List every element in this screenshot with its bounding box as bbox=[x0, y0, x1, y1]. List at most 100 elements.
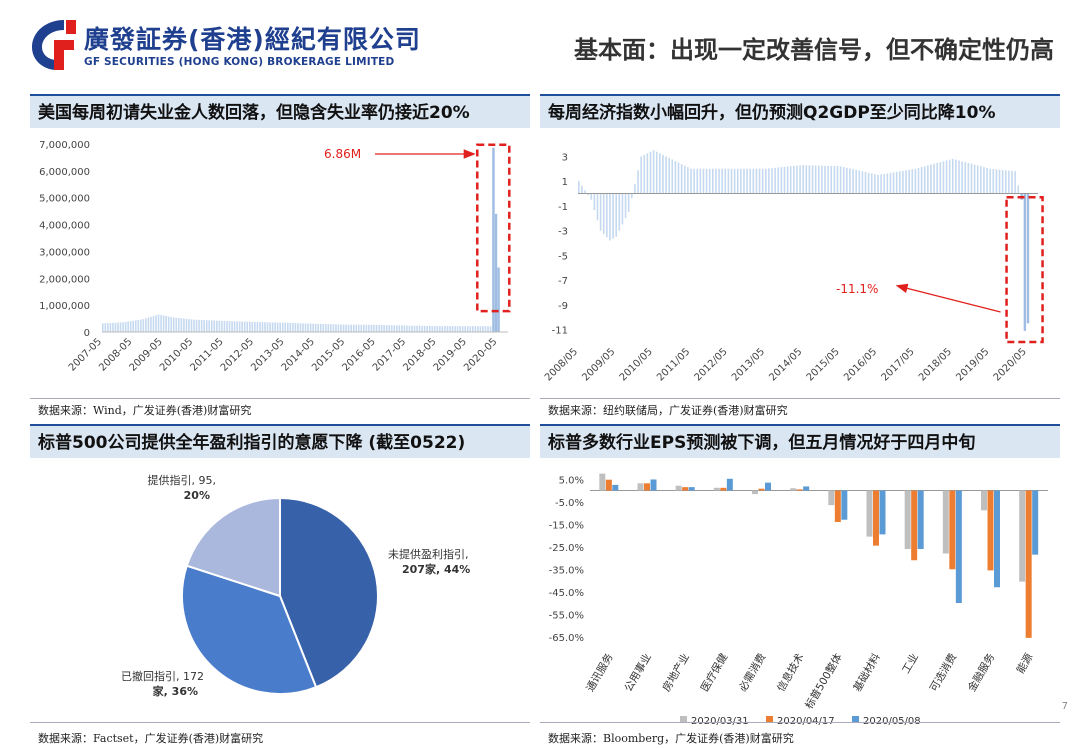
data-bar bbox=[634, 184, 636, 194]
data-bar bbox=[411, 325, 413, 332]
data-bar bbox=[385, 325, 388, 332]
legend-swatch bbox=[766, 716, 773, 723]
data-bar bbox=[363, 324, 365, 332]
data-bar bbox=[879, 490, 886, 535]
data-bar bbox=[332, 324, 335, 332]
y-tick-label: -1 bbox=[558, 202, 568, 213]
data-bar bbox=[786, 166, 789, 194]
data-bar bbox=[172, 317, 175, 332]
data-bar bbox=[134, 320, 137, 332]
data-bar bbox=[1014, 171, 1016, 194]
data-bar bbox=[886, 173, 889, 194]
data-bar bbox=[365, 324, 368, 332]
legend-label: 2020/05/08 bbox=[863, 716, 921, 727]
data-bar bbox=[254, 321, 256, 332]
data-bar bbox=[157, 314, 160, 332]
data-bar bbox=[955, 490, 962, 603]
data-bar bbox=[852, 169, 854, 194]
data-bar bbox=[357, 324, 360, 332]
data-bar bbox=[132, 320, 135, 332]
data-bar bbox=[889, 172, 892, 194]
data-bar bbox=[461, 326, 464, 332]
data-bar bbox=[261, 322, 264, 332]
data-bar bbox=[911, 169, 914, 194]
data-bar bbox=[223, 320, 226, 332]
data-bar bbox=[771, 168, 773, 194]
data-bar bbox=[864, 172, 867, 194]
data-bar bbox=[936, 162, 939, 194]
data-bar bbox=[129, 321, 132, 332]
data-bar bbox=[643, 154, 646, 194]
x-tick-label: 2010/05 bbox=[618, 346, 655, 383]
data-bar bbox=[596, 193, 599, 221]
data-bar bbox=[758, 488, 765, 491]
data-bar bbox=[808, 165, 811, 194]
data-bar bbox=[780, 167, 783, 194]
x-tick-label: 2014/05 bbox=[767, 346, 804, 383]
data-bar bbox=[271, 322, 274, 332]
data-bar bbox=[836, 166, 839, 194]
data-bar bbox=[590, 193, 593, 200]
panel-title: 美国每周初请失业金人数回落，但隐含失业率仍接近20% bbox=[30, 94, 530, 128]
data-bar bbox=[690, 168, 692, 194]
data-bar bbox=[665, 156, 667, 194]
data-bar bbox=[866, 490, 873, 537]
data-bar bbox=[987, 490, 994, 571]
data-bar bbox=[489, 326, 492, 332]
data-bar bbox=[274, 322, 276, 332]
y-tick-label: -65.0% bbox=[549, 633, 584, 644]
data-bar bbox=[1017, 185, 1020, 194]
data-bar bbox=[949, 490, 956, 570]
data-bar bbox=[961, 161, 963, 194]
data-bar bbox=[817, 165, 820, 194]
data-bar bbox=[325, 324, 327, 332]
data-bar bbox=[160, 315, 162, 332]
data-bar bbox=[718, 168, 720, 194]
x-tick-label: 2017/05 bbox=[880, 346, 917, 383]
category-label: 标普500整体 bbox=[802, 651, 845, 712]
gf-logo-icon bbox=[32, 20, 76, 70]
data-bar bbox=[114, 322, 117, 332]
data-bar bbox=[335, 324, 337, 332]
data-bar bbox=[200, 319, 203, 332]
data-bar bbox=[599, 473, 606, 491]
data-bar bbox=[284, 322, 287, 332]
data-bar bbox=[165, 316, 167, 332]
data-bar bbox=[973, 164, 976, 194]
annotation-arrow bbox=[895, 283, 1001, 313]
data-bar bbox=[299, 323, 302, 332]
data-bar bbox=[221, 320, 223, 332]
data-bar bbox=[226, 321, 228, 332]
data-bar bbox=[482, 326, 484, 332]
category-label: 金融服务 bbox=[965, 651, 998, 694]
data-bar bbox=[312, 323, 314, 332]
data-bar bbox=[677, 162, 680, 194]
panel-jobless-claims: 美国每周初请失业金人数回落，但隐含失业率仍接近20% 0 1,000,000 2,0… bbox=[30, 94, 530, 419]
data-bar bbox=[902, 170, 904, 194]
pie-slice bbox=[279, 496, 379, 689]
data-bar bbox=[210, 320, 213, 332]
data-bar bbox=[830, 165, 833, 194]
legend-label: 2020/03/31 bbox=[691, 716, 749, 727]
data-bar bbox=[948, 159, 951, 194]
data-bar bbox=[1019, 490, 1026, 582]
data-bar bbox=[855, 169, 857, 194]
data-bar bbox=[939, 162, 942, 194]
data-bar bbox=[720, 487, 727, 491]
data-bar bbox=[983, 167, 985, 194]
data-bar bbox=[119, 322, 122, 332]
data-bar bbox=[842, 166, 845, 194]
data-bar bbox=[715, 168, 717, 194]
slice-label: 已撤回指引, 172 bbox=[121, 669, 204, 683]
category-label: 房地产业 bbox=[660, 651, 692, 694]
data-bar bbox=[314, 323, 317, 332]
y-tick-label: -5 bbox=[558, 251, 568, 262]
page-title: 基本面：出现一定改善信号，但不确定性仍高 bbox=[574, 36, 1054, 64]
data-bar bbox=[814, 165, 817, 194]
data-bar bbox=[765, 482, 771, 491]
data-bar bbox=[796, 165, 798, 194]
data-bar bbox=[446, 326, 449, 332]
data-bar bbox=[942, 161, 945, 194]
data-bar bbox=[398, 325, 401, 332]
y-tick-label: -45.0% bbox=[549, 588, 584, 599]
